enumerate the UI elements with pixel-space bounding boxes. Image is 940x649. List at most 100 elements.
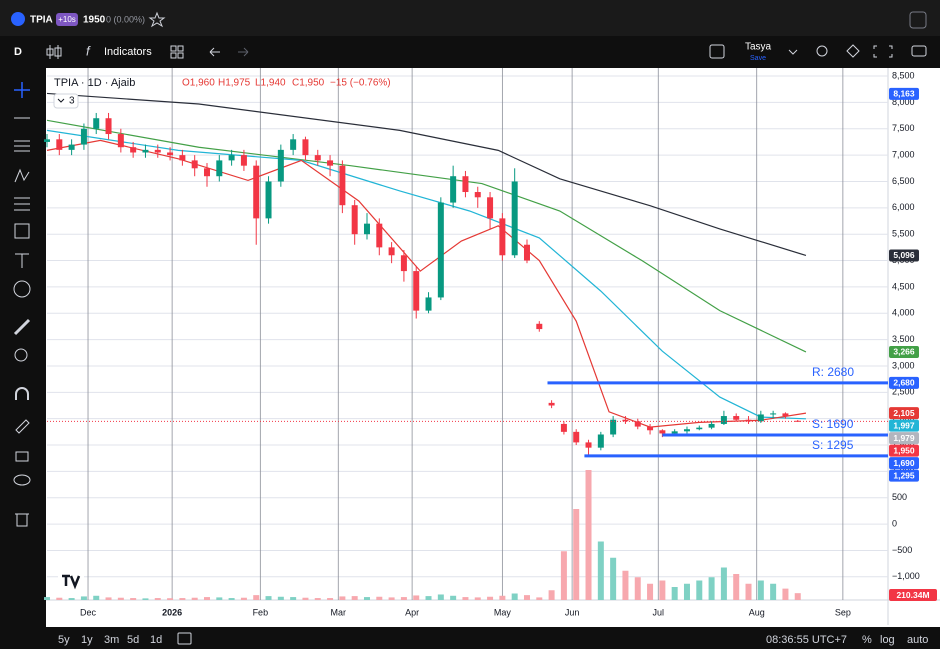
- favorite-icon[interactable]: [148, 11, 166, 28]
- volume-bar: [560, 551, 567, 600]
- price-label-bg: [889, 469, 919, 482]
- badge-bg: [56, 13, 78, 26]
- collapsed-indicators[interactable]: 3: [69, 96, 75, 107]
- volume-bar: [154, 598, 161, 600]
- volume-bar: [179, 598, 186, 600]
- volume-bar: [437, 594, 444, 600]
- price-label: 2,680: [893, 378, 915, 388]
- undo-icon[interactable]: [209, 47, 220, 57]
- lock-tool[interactable]: [15, 451, 29, 462]
- y-tick-label: 0: [892, 518, 897, 528]
- volume-bar: [745, 583, 752, 600]
- pattern-tool[interactable]: [14, 168, 30, 183]
- volume-bar: [44, 597, 50, 600]
- shapes-tool[interactable]: [14, 223, 30, 239]
- percent-toggle[interactable]: %: [862, 634, 872, 646]
- legend-open: O1,960: [182, 78, 215, 89]
- level-label: S: 1690: [812, 417, 854, 431]
- candle-body: [130, 147, 137, 153]
- chart-type-icon[interactable]: [46, 45, 62, 59]
- volume-bar: [363, 597, 370, 600]
- candle-body: [634, 421, 641, 427]
- y-tick-label: 7,000: [892, 150, 915, 160]
- y-tick-label: 4,500: [892, 281, 915, 291]
- price-label: 3,266: [893, 347, 915, 357]
- volume-bar: [671, 587, 678, 600]
- candle-body: [708, 423, 715, 428]
- volume-bar: [253, 595, 260, 600]
- fullscreen-icon[interactable]: [873, 45, 893, 58]
- text-tool[interactable]: [15, 253, 29, 268]
- range-button[interactable]: 5y: [58, 634, 70, 646]
- log-toggle[interactable]: log: [880, 634, 895, 646]
- expand-button[interactable]: [909, 11, 927, 29]
- x-tick-label: Jun: [565, 607, 580, 617]
- volume-bar: [56, 597, 63, 600]
- candle-body: [302, 139, 309, 156]
- legend-low: L1,940: [255, 78, 286, 89]
- candle-body: [400, 255, 407, 272]
- price-label-bg: [889, 457, 919, 470]
- candle-body: [191, 160, 198, 169]
- fib-tool[interactable]: [14, 140, 30, 152]
- range-buttons: 5y 1y 3m 5d 1d: [58, 634, 162, 646]
- redo-icon[interactable]: [238, 47, 249, 57]
- candle-body: [770, 413, 777, 415]
- settings-icon[interactable]: [846, 44, 860, 58]
- volume-bar: [167, 598, 174, 600]
- layout-menu-arrow[interactable]: [788, 49, 798, 55]
- visibility-tool[interactable]: [13, 474, 31, 486]
- volume-bar: [351, 596, 358, 600]
- volume-bar: [413, 595, 420, 600]
- levels: R: 2680 S: 1690 S: 1295: [47, 365, 888, 458]
- range-button[interactable]: 1d: [150, 634, 162, 646]
- templates-icon[interactable]: [170, 45, 177, 52]
- range-button[interactable]: 1y: [81, 634, 93, 646]
- indicators-toggle[interactable]: [53, 93, 79, 109]
- save-status[interactable]: Save: [750, 55, 766, 62]
- magnet-tool[interactable]: [15, 387, 29, 400]
- title-bar: [0, 0, 940, 36]
- candle-body: [290, 139, 297, 150]
- volume-bar: [474, 597, 481, 600]
- zoom-tool[interactable]: [14, 348, 28, 362]
- goto-date-icon[interactable]: [177, 632, 192, 645]
- volume-bar: [696, 580, 703, 600]
- chart-pane: [46, 68, 940, 627]
- candle-body: [425, 297, 432, 311]
- delete-tool[interactable]: [15, 513, 29, 527]
- layout-name[interactable]: Tasya: [745, 42, 772, 53]
- prediction-tool[interactable]: [14, 197, 30, 211]
- tv-logo[interactable]: [62, 574, 81, 590]
- indicators-button[interactable]: Indicators: [104, 46, 152, 58]
- candle-body: [203, 168, 210, 177]
- auto-toggle[interactable]: auto: [907, 634, 928, 646]
- range-button[interactable]: 3m: [104, 634, 119, 646]
- range-button[interactable]: 5d: [127, 634, 139, 646]
- volume-bar: [770, 583, 777, 600]
- draw-mode-tool[interactable]: [15, 419, 30, 434]
- measure-tool[interactable]: [13, 318, 31, 336]
- price-label: 1,950: [893, 445, 915, 455]
- candle-body: [523, 244, 530, 261]
- interval[interactable]: D: [14, 46, 22, 58]
- candle-body: [105, 118, 112, 135]
- symbol-logo: [11, 12, 25, 26]
- volume-bar: [80, 596, 87, 600]
- icon-tool[interactable]: [13, 280, 31, 298]
- price-label-bg: [889, 419, 919, 432]
- candle-body: [683, 429, 690, 432]
- legend-high: H1,975: [218, 78, 251, 89]
- layout-icon[interactable]: [709, 44, 725, 59]
- symbol[interactable]: TPIA: [30, 15, 53, 26]
- volume-bar: [634, 577, 641, 600]
- fx-icon: f: [86, 43, 91, 58]
- chart-title: TPIA · 1D · Ajaib: [54, 77, 135, 89]
- search-icon[interactable]: [816, 45, 828, 57]
- price-label: 1,979: [893, 433, 915, 443]
- snapshot-icon[interactable]: [911, 45, 927, 57]
- candles: [44, 112, 801, 456]
- candle-body: [179, 155, 186, 161]
- volume-label: 210.34M: [896, 590, 929, 600]
- crosshair-tool[interactable]: [14, 82, 30, 98]
